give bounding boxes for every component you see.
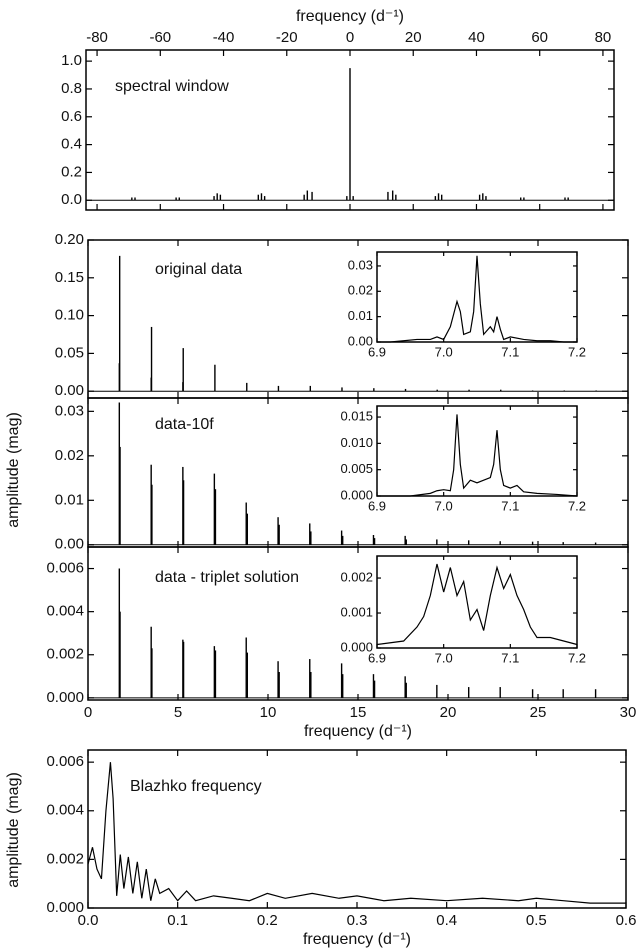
x-tick-label: 80 bbox=[595, 29, 612, 46]
x-axis-label: frequency (d⁻¹) bbox=[304, 723, 412, 740]
y-tick-label: 0.015 bbox=[340, 408, 373, 423]
x-tick-label: 30 bbox=[620, 704, 637, 721]
y-tick-label: 0.01 bbox=[55, 491, 84, 508]
y-tick-label: 0.006 bbox=[46, 753, 84, 770]
spectrum-line bbox=[377, 255, 577, 343]
y-tick-label: 0.001 bbox=[340, 604, 373, 619]
y-tick-label: 0.01 bbox=[348, 308, 373, 323]
x-tick-label: 7.2 bbox=[568, 498, 586, 513]
frame bbox=[85, 49, 615, 211]
x-tick-label: 7.1 bbox=[501, 650, 519, 665]
y-tick-label: 0.00 bbox=[55, 536, 84, 553]
y-tick-label: 0.002 bbox=[340, 569, 373, 584]
y-tick-label: 0.00 bbox=[348, 333, 373, 348]
annotation: original data bbox=[155, 261, 242, 278]
x-tick-label: 10 bbox=[260, 704, 277, 721]
y-tick-label: 0.10 bbox=[55, 307, 84, 324]
y-tick-label: 0.000 bbox=[46, 689, 84, 706]
y-tick-label: 0.006 bbox=[46, 560, 84, 577]
x-tick-label: 20 bbox=[405, 29, 422, 46]
y-tick-label: 0.004 bbox=[46, 603, 84, 620]
y-tick-label: 0.05 bbox=[55, 344, 84, 361]
frame bbox=[376, 251, 578, 343]
x-tick-label: 7.0 bbox=[435, 344, 453, 359]
y-tick-label: 0.004 bbox=[46, 802, 84, 819]
y-tick-label: 0.2 bbox=[61, 163, 82, 180]
x-tick-label: 60 bbox=[531, 29, 548, 46]
frame bbox=[376, 555, 578, 649]
x-tick-label: 6.9 bbox=[368, 498, 386, 513]
y-tick-label: 0.03 bbox=[348, 257, 373, 272]
spectrum-line bbox=[376, 563, 578, 646]
x-tick-label: 0.4 bbox=[436, 912, 457, 929]
y-tick-label: 0.4 bbox=[61, 136, 82, 153]
inset-background bbox=[377, 556, 577, 648]
y-tick-label: 0.000 bbox=[340, 639, 373, 654]
y-tick-label: 1.0 bbox=[61, 52, 82, 69]
x-tick-label: 20 bbox=[440, 704, 457, 721]
y-tick-label: 0.0 bbox=[61, 191, 82, 208]
y-tick-label: 0.8 bbox=[61, 80, 82, 97]
x-tick-label: 6.9 bbox=[368, 650, 386, 665]
y-tick-label: 0.002 bbox=[46, 850, 84, 867]
y-axis-label: amplitude (mag) bbox=[5, 412, 22, 528]
y-tick-label: 0.002 bbox=[46, 646, 84, 663]
x-tick-label: 0.3 bbox=[347, 912, 368, 929]
spectrum-line bbox=[87, 762, 626, 904]
x-tick-label: 0.6 bbox=[616, 912, 637, 929]
annotation: spectral window bbox=[115, 78, 229, 95]
annotation: Blazhko frequency bbox=[130, 778, 262, 795]
annotation: data - triplet solution bbox=[155, 569, 299, 586]
x-tick-label: 0.2 bbox=[257, 912, 278, 929]
x-tick-label: 25 bbox=[530, 704, 547, 721]
x-tick-label: 7.1 bbox=[501, 344, 519, 359]
frame bbox=[87, 546, 629, 701]
y-tick-label: 0.000 bbox=[46, 899, 84, 916]
x-tick-label: 7.2 bbox=[568, 650, 586, 665]
x-tick-label: -40 bbox=[213, 29, 235, 46]
x-tick-label: -60 bbox=[149, 29, 171, 46]
spectrum-line bbox=[377, 414, 578, 497]
x-tick-label: -80 bbox=[86, 29, 108, 46]
x-tick-label: 0.1 bbox=[167, 912, 188, 929]
x-tick-label: 0 bbox=[84, 704, 92, 721]
x-tick-label: 5 bbox=[174, 704, 182, 721]
x-tick-label: 7.2 bbox=[568, 344, 586, 359]
y-tick-label: 0.6 bbox=[61, 108, 82, 125]
y-tick-label: 0.20 bbox=[55, 231, 84, 248]
x-tick-label: 7.0 bbox=[435, 498, 453, 513]
y-tick-label: 0.00 bbox=[55, 382, 84, 399]
x-tick-label: 7.1 bbox=[501, 498, 519, 513]
x-axis-label: frequency (d⁻¹) bbox=[303, 931, 411, 948]
y-tick-label: 0.005 bbox=[340, 461, 373, 476]
y-tick-label: 0.010 bbox=[340, 435, 373, 450]
frame bbox=[376, 405, 578, 497]
x-tick-label: 0.0 bbox=[78, 912, 99, 929]
inset-background bbox=[377, 252, 577, 342]
x-tick-label: 40 bbox=[468, 29, 485, 46]
y-axis-label: amplitude (mag) bbox=[5, 772, 22, 888]
y-tick-label: 0.02 bbox=[348, 283, 373, 298]
y-tick-label: 0.03 bbox=[55, 402, 84, 419]
x-axis-label: frequency (d⁻¹) bbox=[296, 8, 404, 25]
x-tick-label: -20 bbox=[276, 29, 298, 46]
x-tick-label: 0.5 bbox=[526, 912, 547, 929]
x-tick-label: 0 bbox=[346, 29, 354, 46]
x-tick-label: 6.9 bbox=[368, 344, 386, 359]
y-tick-label: 0.000 bbox=[340, 487, 373, 502]
annotation: data-10f bbox=[155, 416, 214, 433]
x-tick-label: 15 bbox=[350, 704, 367, 721]
x-tick-label: 7.0 bbox=[435, 650, 453, 665]
frame bbox=[87, 749, 627, 909]
inset-background bbox=[377, 406, 577, 496]
y-tick-label: 0.15 bbox=[55, 269, 84, 286]
y-tick-label: 0.02 bbox=[55, 447, 84, 464]
